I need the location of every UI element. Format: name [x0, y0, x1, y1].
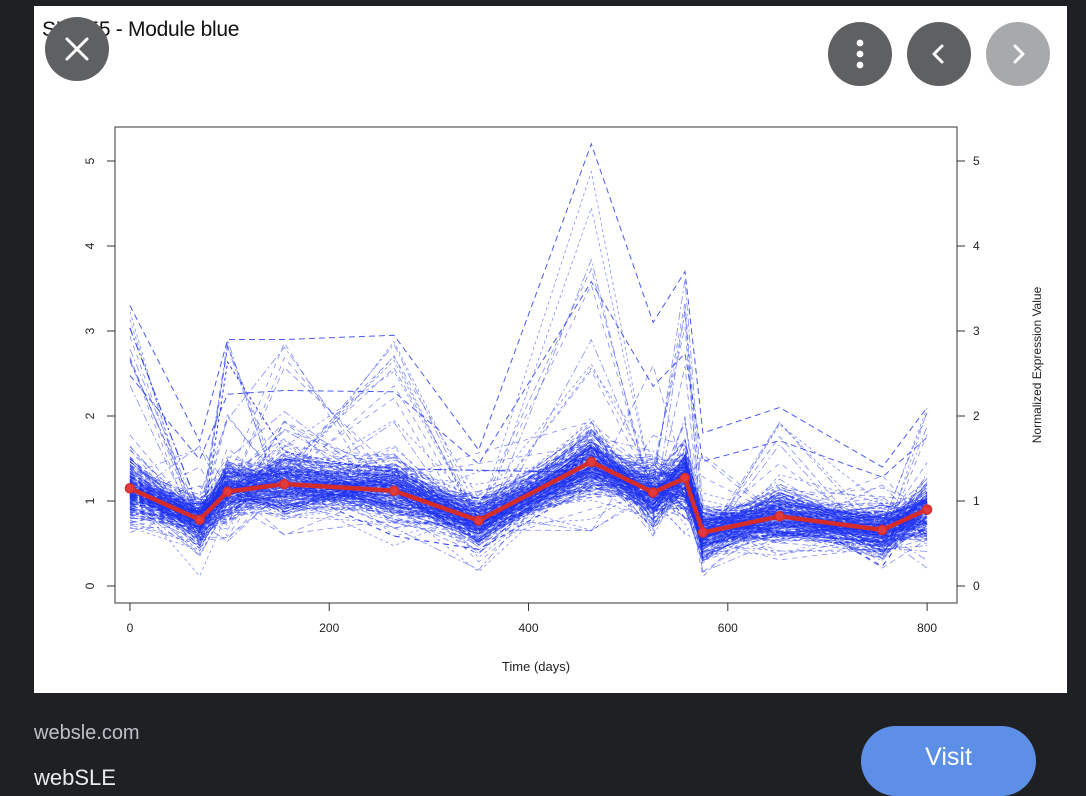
- close-button[interactable]: [45, 17, 109, 81]
- y-tick-label-left: 2: [83, 412, 97, 419]
- profile-line: [129, 279, 928, 535]
- mean-point: [222, 486, 233, 497]
- profile-line: [129, 473, 928, 544]
- profile-line: [129, 416, 928, 561]
- mean-point: [921, 504, 933, 515]
- next-button[interactable]: [986, 22, 1050, 86]
- profile-line: [129, 363, 928, 577]
- mean-point: [586, 456, 597, 468]
- previous-button[interactable]: [907, 22, 971, 86]
- y-tick-label-right: 5: [973, 154, 980, 168]
- mean-point: [647, 487, 659, 498]
- profile-line: [129, 367, 928, 532]
- profile-line: [129, 438, 928, 539]
- profile-line: [129, 449, 928, 549]
- source-domain[interactable]: websle.com: [34, 722, 140, 744]
- more-vertical-icon: [856, 39, 864, 69]
- source-title[interactable]: webSLE: [34, 765, 116, 790]
- profile-line: [129, 431, 928, 556]
- y-tick-label-left: 4: [83, 242, 97, 249]
- profile-line: [129, 444, 928, 555]
- profile-line: [129, 467, 928, 534]
- profile-line: [129, 438, 928, 552]
- profile-line: [129, 462, 928, 533]
- y-tick-label-left: 3: [83, 327, 97, 334]
- y-tick-label-right: 1: [973, 494, 980, 508]
- mean-point: [697, 527, 709, 538]
- profile-line: [129, 457, 928, 539]
- profile-line: [129, 267, 928, 544]
- y-tick-label-right: 0: [973, 579, 980, 593]
- profile-line: [129, 453, 928, 548]
- profile-line: [129, 450, 928, 554]
- chart-svg: 0 200 400 600 800 0 0 1 1 2 2 3 3 4 4 5 5 Time (days) Norm…: [83, 126, 1044, 674]
- x-tick-label: 800: [917, 621, 937, 635]
- mean-point: [124, 483, 136, 494]
- profile-line: [129, 446, 928, 548]
- profile-line: [129, 485, 928, 552]
- profile-line: [129, 417, 928, 559]
- profile-line: [129, 445, 928, 534]
- profile-line: [129, 435, 928, 551]
- profile-line: [129, 452, 928, 555]
- y-tick-label-right: 2: [973, 409, 980, 423]
- profile-line: [129, 457, 928, 540]
- x-axis-label: Time (days): [502, 659, 570, 674]
- profile-line: [129, 344, 928, 552]
- chevron-left-icon: [932, 44, 944, 64]
- profile-line: [129, 453, 928, 552]
- y-axis-label-right: Normalized Expression Value: [1030, 286, 1044, 443]
- profile-line-extreme: [129, 142, 928, 468]
- profile-line: [129, 170, 928, 550]
- profile-line: [129, 452, 928, 561]
- profile-line: [129, 359, 928, 571]
- mean-point: [473, 515, 484, 526]
- profile-line-extreme: [129, 280, 928, 478]
- y-tick-label-left: 5: [83, 157, 97, 164]
- profile-line: [129, 472, 928, 550]
- profile-line: [129, 258, 928, 543]
- x-tick-label: 0: [127, 621, 134, 635]
- profile-line: [129, 463, 928, 533]
- profile-lines: [129, 142, 928, 578]
- mean-point: [279, 478, 290, 490]
- x-tick-label: 200: [319, 621, 339, 635]
- y-tick-label-right: 4: [973, 239, 980, 253]
- mean-point: [877, 524, 888, 536]
- profile-line: [129, 434, 928, 561]
- profile-line: [129, 454, 928, 547]
- profile-line: [129, 421, 928, 546]
- y-tick-label-left: 1: [83, 497, 97, 504]
- profile-line: [129, 455, 928, 531]
- x-tick-label: 600: [718, 621, 738, 635]
- profile-line: [129, 464, 928, 544]
- chevron-right-icon: [1013, 44, 1025, 64]
- profile-line: [129, 467, 928, 547]
- result-image: 0 200 400 600 800 0 0 1 1 2 2 3 3 4 4 5 5 Time (days) Norm…: [34, 6, 1067, 693]
- x-tick-label: 400: [519, 621, 539, 635]
- profile-line: [129, 206, 928, 542]
- y-tick-label-right: 3: [973, 324, 980, 338]
- mean-point: [194, 514, 205, 525]
- profile-line: [129, 462, 928, 543]
- profile-line: [129, 456, 928, 545]
- mean-point: [388, 485, 400, 497]
- profile-line: [129, 408, 928, 547]
- y-tick-label-left: 0: [83, 582, 97, 589]
- mean-point: [774, 511, 785, 522]
- profile-line: [129, 469, 928, 553]
- profile-line: [129, 422, 928, 551]
- profile-line: [129, 455, 928, 556]
- mean-point: [679, 472, 691, 484]
- visit-button[interactable]: Visit: [861, 726, 1036, 796]
- close-icon: [65, 37, 89, 61]
- profile-line: [129, 467, 928, 548]
- plot-border: [114, 126, 958, 604]
- more-options-button[interactable]: [828, 22, 892, 86]
